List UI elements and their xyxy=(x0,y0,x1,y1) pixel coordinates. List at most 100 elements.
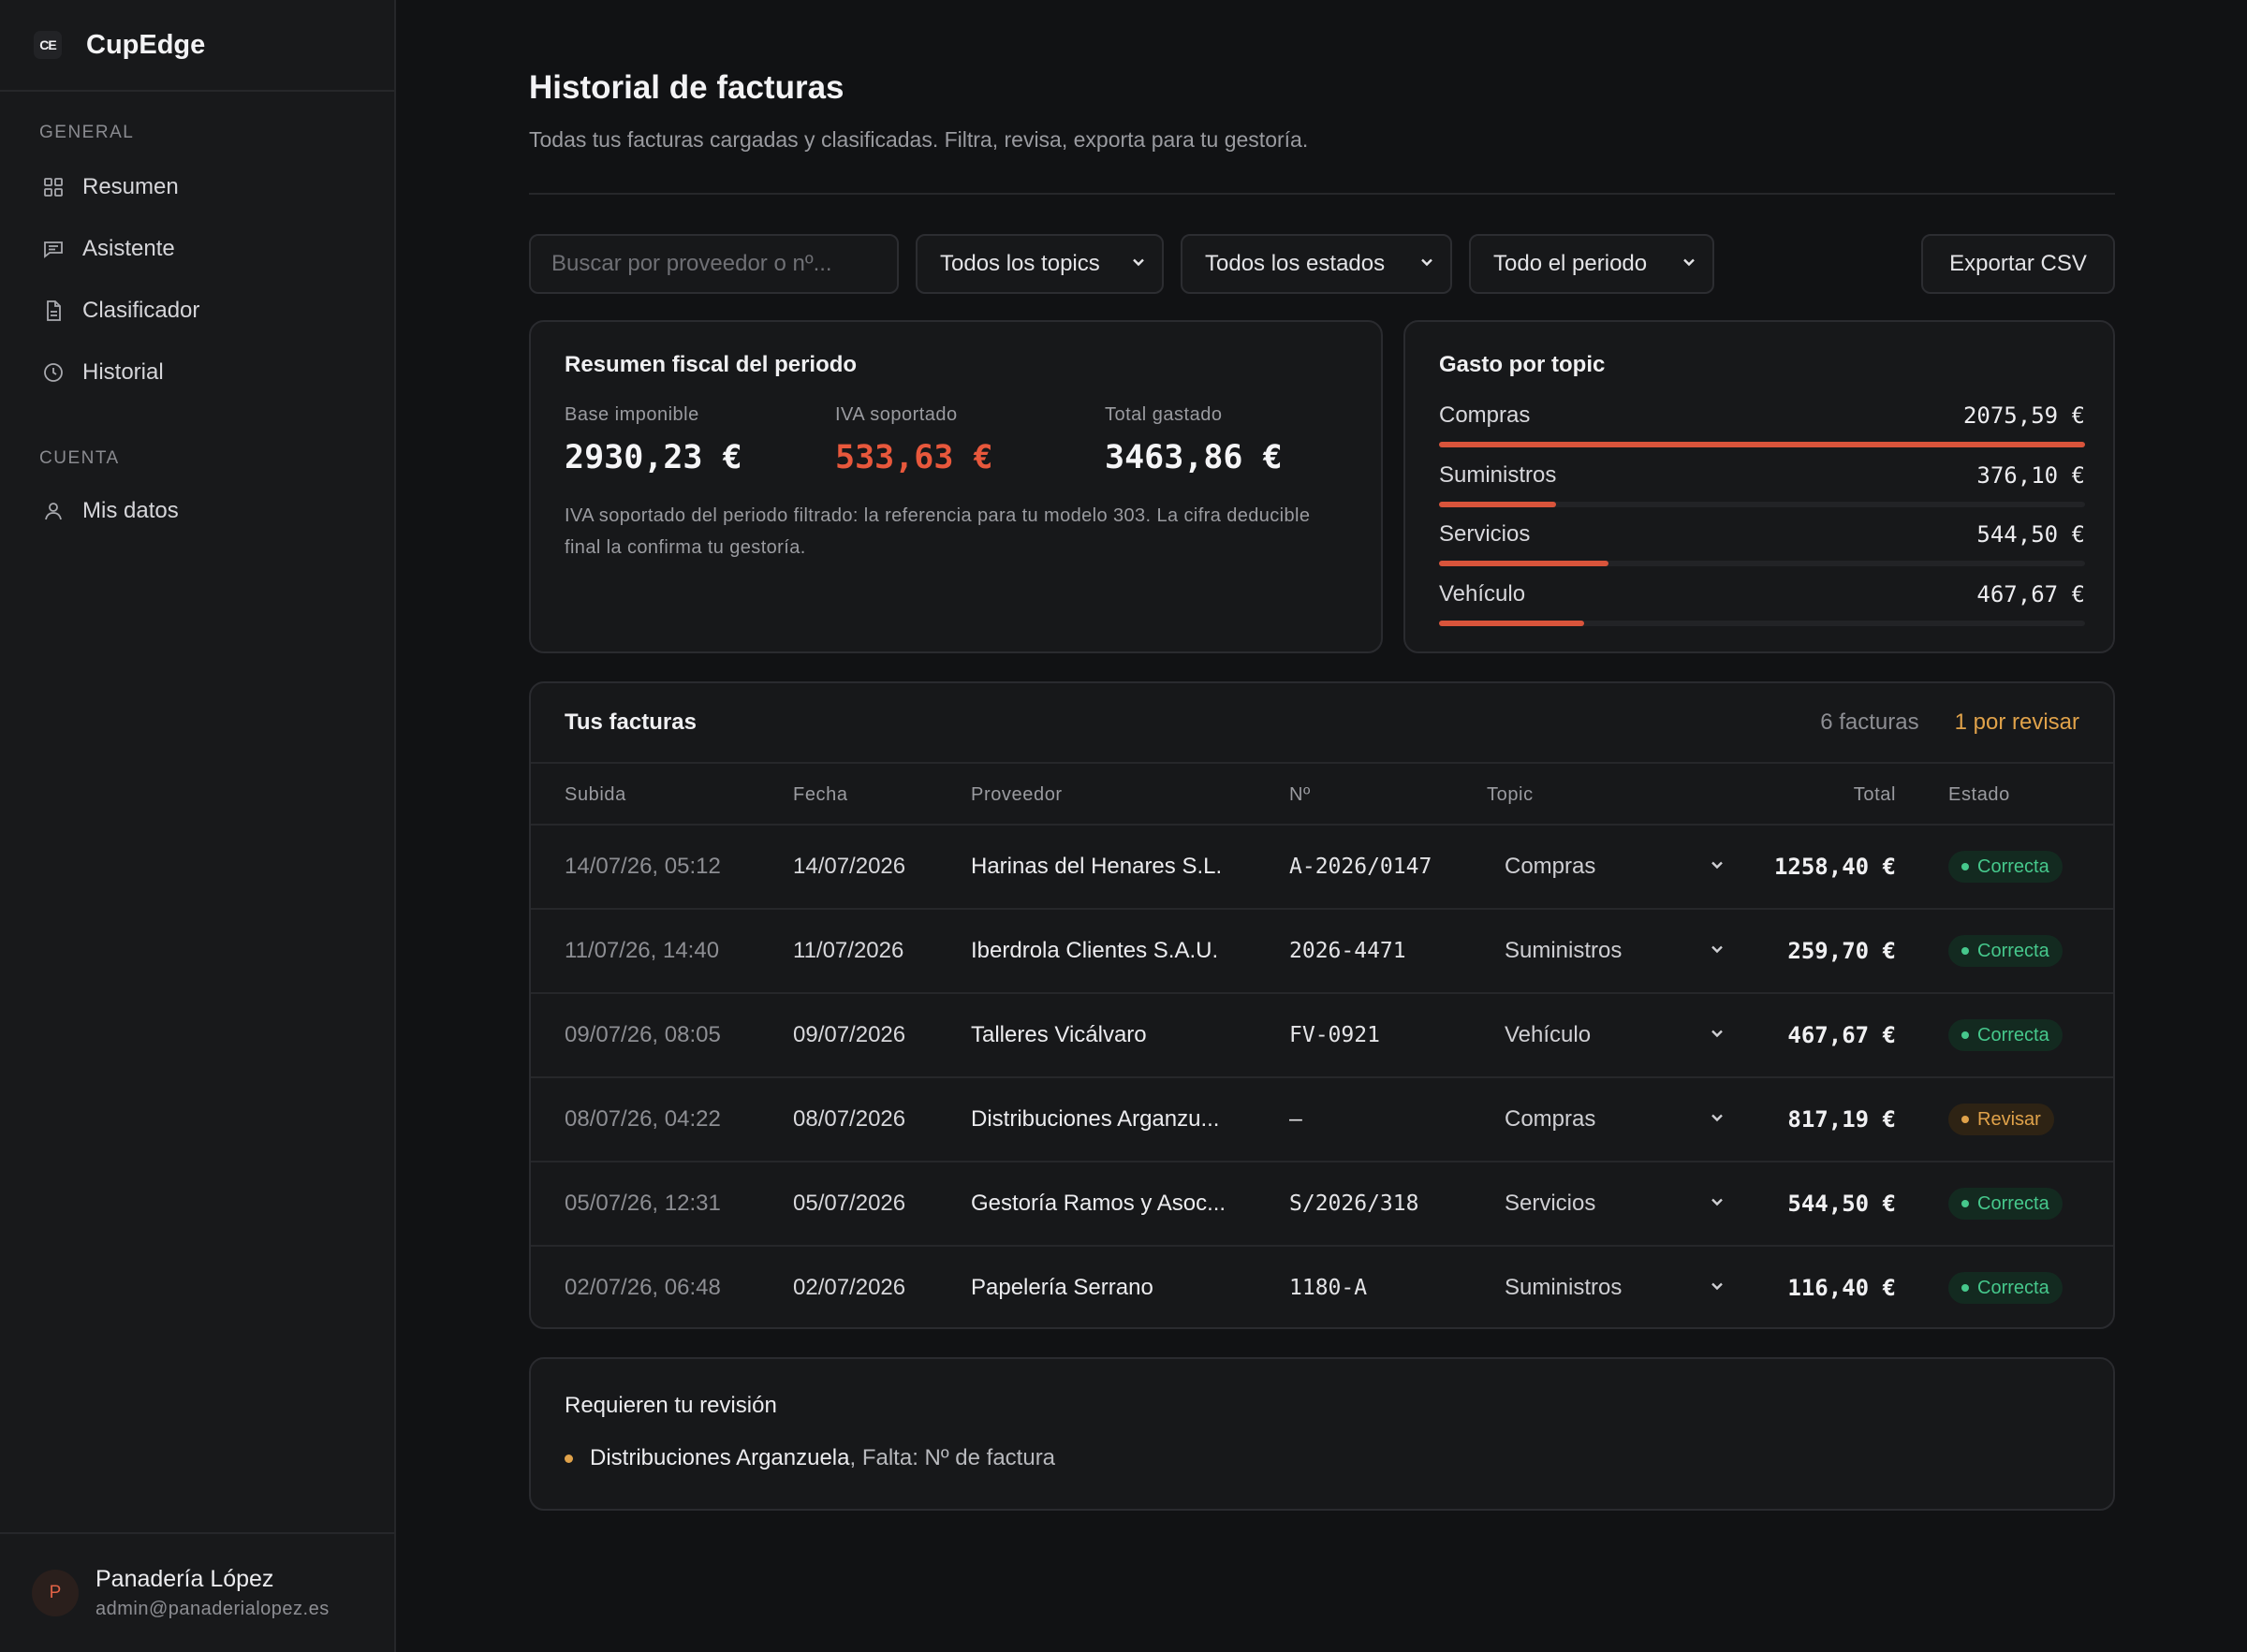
topic-select[interactable]: Vehículo xyxy=(1505,994,1726,1076)
table-row[interactable]: 08/07/26, 04:22 08/07/2026 Distribuciones … xyxy=(531,1078,2113,1162)
table-row[interactable]: 09/07/26, 08:05 09/07/2026 Talleres Vicálv… xyxy=(531,994,2113,1078)
topic-select[interactable]: Suministros xyxy=(1505,1247,1726,1329)
status-filter-select[interactable]: Todos los estados xyxy=(1181,234,1452,294)
invoices-count: 6 facturas xyxy=(1820,709,1919,735)
status-dot-icon xyxy=(1961,1284,1969,1292)
review-item[interactable]: Distribuciones Arganzuela , Falta: Nº de… xyxy=(565,1445,1055,1471)
col-numero[interactable]: Nº xyxy=(1289,784,1311,805)
search-input[interactable]: Buscar por proveedor o nº... xyxy=(529,234,899,294)
table-row[interactable]: 11/07/26, 14:40 11/07/2026 Iberdrola Clien… xyxy=(531,910,2113,994)
topic-amount: 376,10 € xyxy=(1976,461,2085,489)
topic-select-value: Servicios xyxy=(1505,1191,1596,1216)
cell-uploaded: 11/07/26, 14:40 xyxy=(565,938,720,963)
status-filter-value: Todos los estados xyxy=(1205,251,1386,276)
topic-select[interactable]: Compras xyxy=(1505,1078,1726,1161)
cell-number: 2026-4471 xyxy=(1289,939,1406,963)
status-dot-icon xyxy=(1961,1031,1969,1039)
chevron-down-icon xyxy=(1709,938,1726,964)
chevron-down-icon xyxy=(1130,251,1147,277)
col-estado[interactable]: Estado xyxy=(1948,784,2010,805)
cell-number: S/2026/318 xyxy=(1289,1191,1419,1216)
sidebar-item-asistente[interactable]: Asistente xyxy=(0,218,394,280)
sidebar-item-clasificador[interactable]: Clasificador xyxy=(0,280,394,342)
invoices-pending[interactable]: 1 por revisar xyxy=(1954,709,2079,735)
topic-bar-track xyxy=(1439,501,2085,507)
review-item-reason: , Falta: Nº de factura xyxy=(849,1445,1056,1470)
topic-name: Servicios xyxy=(1439,521,1531,547)
cell-status: Correcta xyxy=(1948,826,2063,908)
sidebar-item-resumen[interactable]: Resumen xyxy=(0,156,394,218)
status-badge: Correcta xyxy=(1948,1188,2063,1220)
status-label: Correcta xyxy=(1977,855,2049,877)
brand[interactable]: CE CupEdge xyxy=(0,0,394,92)
cell-status: Correcta xyxy=(1948,910,2063,992)
topic-select[interactable]: Compras xyxy=(1505,826,1726,908)
topic-name: Compras xyxy=(1439,402,1531,428)
kpi-total: Total gastado 3463,86 € xyxy=(1105,404,1283,476)
review-item-provider: Distribuciones Arganzuela xyxy=(590,1445,850,1470)
cell-number: A-2026/0147 xyxy=(1289,855,1432,879)
nav-cuenta: Mis datos xyxy=(0,480,394,542)
topic-select[interactable]: Suministros xyxy=(1505,910,1726,992)
user-profile[interactable]: P Panadería López admin@panaderialopez.e… xyxy=(0,1532,394,1652)
topic-amount: 467,67 € xyxy=(1976,580,2085,607)
chat-icon xyxy=(41,237,66,261)
topic-bar xyxy=(1439,501,1557,507)
status-badge: Correcta xyxy=(1948,1272,2063,1304)
cell-total: 817,19 € xyxy=(1787,1106,1896,1133)
export-csv-button[interactable]: Exportar CSV xyxy=(1921,234,2115,294)
invoices-meta: 6 facturas 1 por revisar xyxy=(1820,709,2079,736)
cell-date: 05/07/2026 xyxy=(793,1191,906,1216)
col-subida[interactable]: Subida xyxy=(565,784,626,805)
topic-row: Suministros 376,10 € xyxy=(1439,462,2085,507)
fiscal-summary-card: Resumen fiscal del periodo Base imponibl… xyxy=(529,320,1383,653)
col-topic[interactable]: Topic xyxy=(1487,784,1534,805)
col-proveedor[interactable]: Proveedor xyxy=(971,784,1063,805)
topic-name: Suministros xyxy=(1439,461,1557,488)
user-name: Panadería López xyxy=(95,1566,274,1592)
cell-total: 116,40 € xyxy=(1787,1275,1896,1301)
table-row[interactable]: 05/07/26, 12:31 05/07/2026 Gestoría Ramos … xyxy=(531,1162,2113,1247)
topic-head: Vehículo 467,67 € xyxy=(1439,581,2085,607)
cell-number: FV-0921 xyxy=(1289,1023,1380,1047)
table-row[interactable]: 02/07/26, 06:48 02/07/2026 Papelería Serra… xyxy=(531,1247,2113,1331)
topic-row: Servicios 544,50 € xyxy=(1439,521,2085,566)
cell-uploaded: 14/07/26, 05:12 xyxy=(565,854,721,879)
table-row[interactable]: 14/07/26, 05:12 14/07/2026 Harinas del Hen… xyxy=(531,826,2113,910)
cell-number: 1180-A xyxy=(1289,1276,1368,1300)
chevron-down-icon xyxy=(1709,1191,1726,1217)
cell-provider: Talleres Vicálvaro xyxy=(971,1022,1147,1047)
sidebar-item-historial[interactable]: Historial xyxy=(0,342,394,403)
nav-section-cuenta: CUENTA xyxy=(39,448,120,468)
chevron-down-icon xyxy=(1709,1106,1726,1133)
chevron-down-icon xyxy=(1709,1022,1726,1048)
topic-filter-value: Todos los topics xyxy=(940,251,1100,276)
chevron-down-icon xyxy=(1709,854,1726,880)
period-filter-select[interactable]: Todo el periodo xyxy=(1469,234,1714,294)
brand-name: CupEdge xyxy=(86,29,206,60)
kpi-base-value: 2930,23 € xyxy=(565,439,742,476)
kpi-total-value: 3463,86 € xyxy=(1105,439,1283,476)
fiscal-summary-title: Resumen fiscal del periodo xyxy=(565,352,858,377)
col-fecha[interactable]: Fecha xyxy=(793,784,848,805)
topic-filter-select[interactable]: Todos los topics xyxy=(916,234,1164,294)
chevron-down-icon xyxy=(1418,251,1435,277)
topic-select[interactable]: Servicios xyxy=(1505,1162,1726,1245)
user-email: admin@panaderialopez.es xyxy=(95,1599,330,1619)
user-info: Panadería López admin@panaderialopez.es xyxy=(95,1566,330,1620)
status-label: Correcta xyxy=(1977,1277,2049,1298)
kpi-iva-label: IVA soportado xyxy=(835,404,958,425)
topic-bar xyxy=(1439,620,1585,626)
nav-general: Resumen Asistente Clasificador Historial xyxy=(0,156,394,403)
cell-uploaded: 02/07/26, 06:48 xyxy=(565,1275,721,1300)
col-total[interactable]: Total xyxy=(1853,784,1896,805)
status-dot-icon xyxy=(1961,947,1969,955)
sidebar-item-mis-datos[interactable]: Mis datos xyxy=(0,480,394,542)
kpi-iva: IVA soportado 533,63 € xyxy=(835,404,993,476)
table-header: Subida Fecha Proveedor Nº Topic Total Es… xyxy=(531,762,2113,826)
status-label: Correcta xyxy=(1977,1192,2049,1214)
cell-status: Correcta xyxy=(1948,994,2063,1076)
review-title: Requieren tu revisión xyxy=(565,1393,777,1418)
cell-total: 1258,40 € xyxy=(1773,854,1896,880)
clock-icon xyxy=(41,360,66,385)
